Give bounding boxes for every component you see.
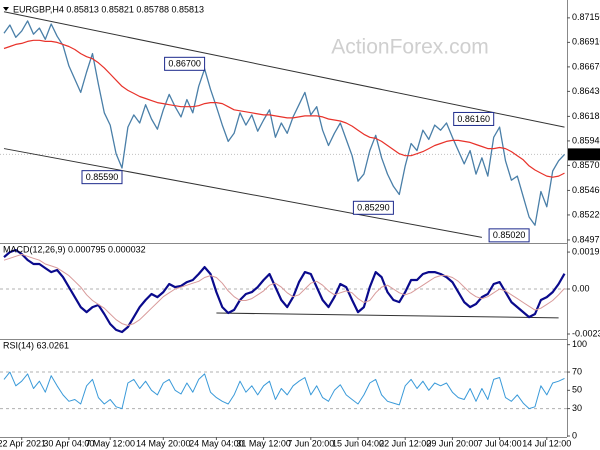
trendline [216,312,559,319]
x-tick-label: 22 Jun 12:00 [379,438,431,448]
x-tick-label: 14 May 20:00 [136,438,191,448]
panel-title: EURGBP,H4 0.85813 0.85821 0.85788 0.8581… [13,4,204,14]
x-tick-label: 7 Jul 04:00 [478,438,522,448]
last-price-label: 0.85813 [571,149,600,159]
symbol-icon [3,7,9,11]
y-tick-label: 0.001922 [572,246,600,256]
y-tick-label: 100 [572,339,587,349]
price-annotation-box [453,111,495,126]
x-tick-label: 22 Apr 2021 [0,438,46,448]
price-annotation-box [81,170,123,185]
price-annotation-box [488,228,530,243]
x-tick-label: 14 Jul 12:00 [522,438,571,448]
y-tick-label: 70 [572,366,582,376]
price-annotation-label: 0.86160 [457,114,490,124]
series-line [3,253,565,326]
watermark: ActionForex.com [331,36,489,59]
x-tick-label: 7 Jun 20:00 [287,438,334,448]
price-annotation-box [164,56,206,71]
trendline [3,148,482,238]
x-tick-label: 29 Jun 20:00 [426,438,478,448]
x-tick-label: 30 Apr 04:00 [43,438,94,448]
series-line [3,248,566,334]
y-tick-label: 0.84975 [572,234,600,244]
y-tick-label: 50 [572,385,582,395]
x-tick-label: 7 May 12:00 [85,438,135,448]
y-tick-label: 0.85945 [572,135,600,145]
x-tick-label: 24 May 04:00 [189,438,244,448]
y-tick-label: 0 [572,430,577,440]
series-line [3,39,565,178]
series-line [3,371,565,410]
y-tick-label: 0.00 [572,283,590,293]
panel-title: MACD(12,26,9) 0.000795 0.000032 [3,244,146,254]
x-tick-label: 31 May 12:00 [236,438,291,448]
panel-title: RSI(14) 63.0261 [3,340,69,350]
y-tick-label: 0.85705 [572,160,600,170]
y-tick-label: 0.86185 [572,111,600,121]
last-price-box [568,148,600,161]
price-annotation-label: 0.86700 [168,59,201,69]
x-tick-label: 15 Jun 04:00 [332,438,384,448]
price-annotation-box [352,200,394,215]
price-annotation-label: 0.85020 [493,230,526,240]
price-annotation-label: 0.85590 [86,172,119,182]
price-annotation-label: 0.85290 [357,203,390,213]
series-line [3,20,565,226]
trendline [3,11,565,128]
y-tick-label: -0.002342 [572,328,600,338]
y-tick-label: 30 [572,403,582,413]
